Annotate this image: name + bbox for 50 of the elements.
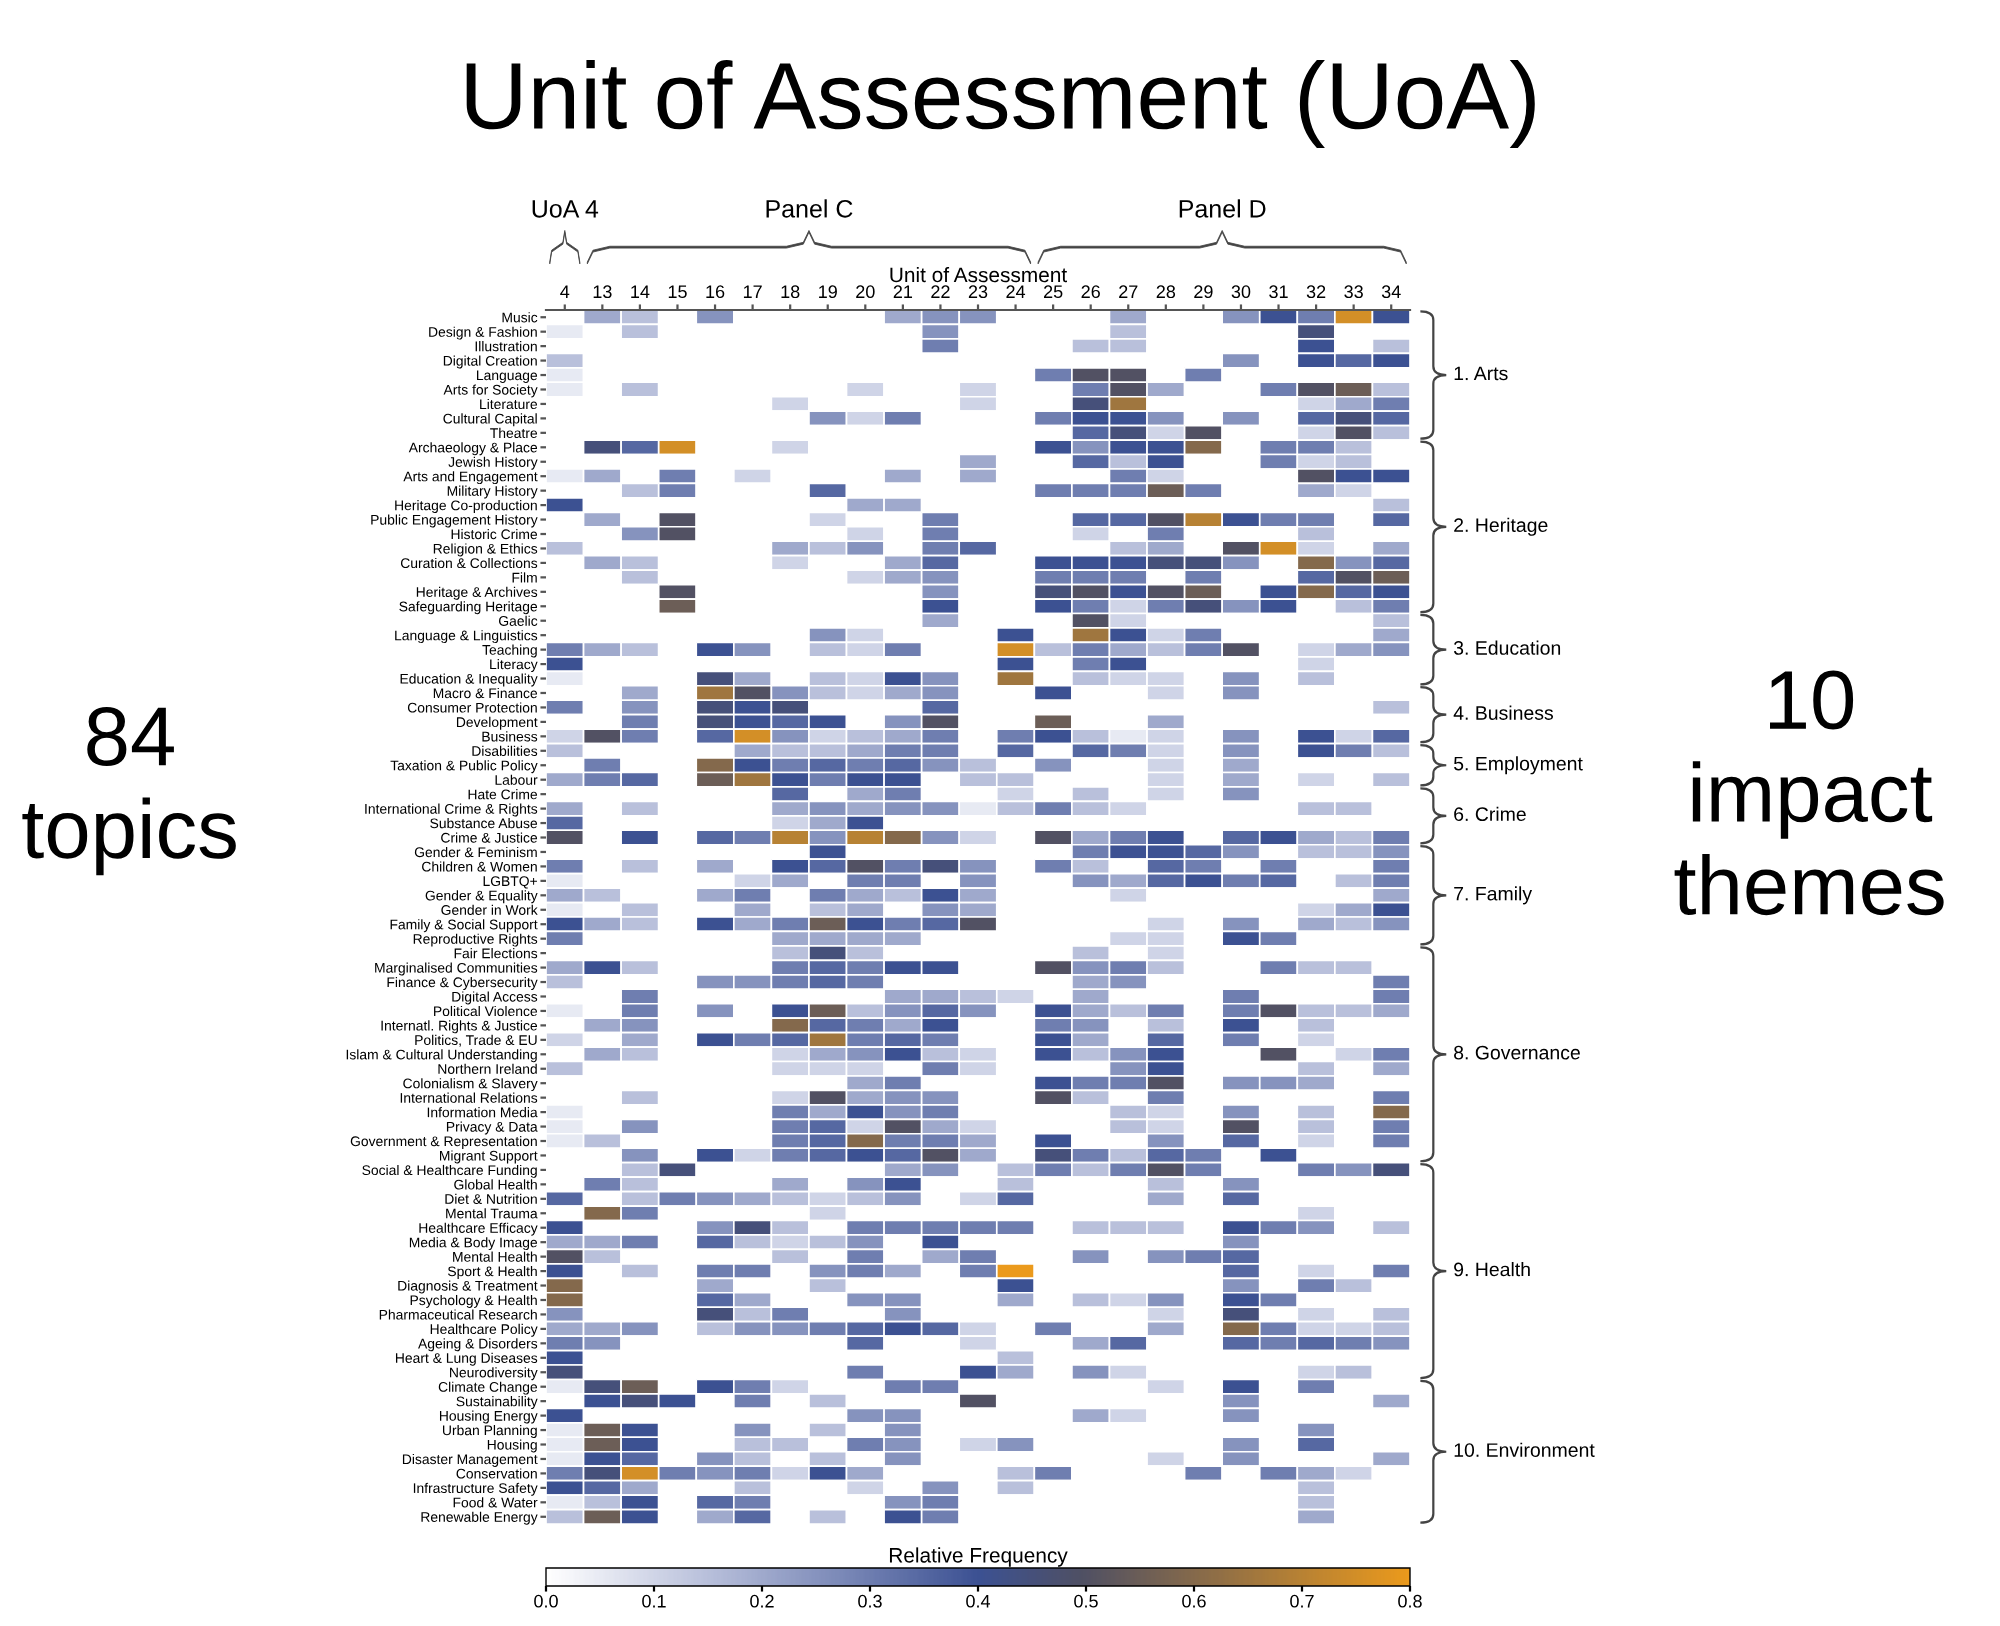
text: 8. Governance — [1454, 1045, 1580, 1060]
x-tick-label: 27 — [1119, 285, 1138, 298]
text: 2. Heritage — [1454, 517, 1548, 536]
color-bar-label: 0.0 — [534, 1594, 558, 1608]
color-bar-label: 0.4 — [966, 1594, 991, 1608]
chart-title: Unit of Assessment (UoA) — [466, 59, 1535, 148]
text: 6. Crime — [1454, 806, 1526, 822]
text: 84 topics — [22, 706, 236, 876]
text: 7. Family — [1454, 886, 1533, 905]
text: 10. Environment — [1454, 1442, 1595, 1457]
x-tick-label: 16 — [706, 285, 725, 299]
color-bar-label: 0.3 — [858, 1594, 882, 1608]
x-tick-label: 4 — [560, 285, 570, 298]
color-bar-label: 0.6 — [1182, 1594, 1206, 1608]
text: 4. Business — [1453, 705, 1554, 720]
x-tick-label: 31 — [1269, 285, 1288, 299]
text: Panel C — [766, 199, 853, 218]
text: 5. Employment — [1453, 756, 1583, 775]
x-tick-label: 32 — [1306, 285, 1326, 299]
x-tick-label: 24 — [1006, 285, 1026, 298]
text: 9. Health — [1454, 1262, 1530, 1277]
x-tick-label: 14 — [631, 285, 650, 298]
x-tick-label: 34 — [1381, 285, 1401, 299]
x-tick-label: 30 — [1231, 285, 1251, 299]
x-tick-label: 25 — [1044, 285, 1063, 299]
x-tick-label: 23 — [968, 285, 988, 299]
text: Panel D — [1179, 199, 1266, 218]
x-tick-label: 29 — [1194, 285, 1213, 299]
x-tick-label: 19 — [819, 285, 837, 299]
color-bar-label: 0.2 — [750, 1594, 774, 1608]
x-tick-label: 20 — [856, 285, 875, 299]
x-tick-label: 18 — [781, 285, 800, 299]
x-axis-title: Unit of Assessment — [890, 266, 1068, 283]
x-tick-label: 33 — [1344, 285, 1363, 299]
x-tick-label: 13 — [593, 285, 612, 299]
text: 3. Education — [1453, 640, 1561, 655]
x-tick-label: 21 — [893, 285, 913, 298]
color-bar-label: 0.7 — [1290, 1594, 1314, 1608]
text: 1. Arts — [1454, 366, 1508, 381]
color-bar-label: 0.1 — [642, 1594, 666, 1608]
x-tick-label: 17 — [743, 285, 762, 298]
x-tick-label: 26 — [1081, 285, 1100, 299]
text: 10 impact themes — [1674, 670, 1944, 916]
color-bar-title: Relative Frequency — [889, 1547, 1068, 1567]
color-bar-label: 0.5 — [1074, 1594, 1098, 1608]
color-bar-label: 0.8 — [1398, 1594, 1422, 1608]
x-tick-label: 15 — [668, 285, 687, 299]
x-tick-label: 28 — [1156, 285, 1176, 299]
x-tick-label: 22 — [931, 285, 950, 298]
text: UoA 4 — [532, 200, 599, 218]
